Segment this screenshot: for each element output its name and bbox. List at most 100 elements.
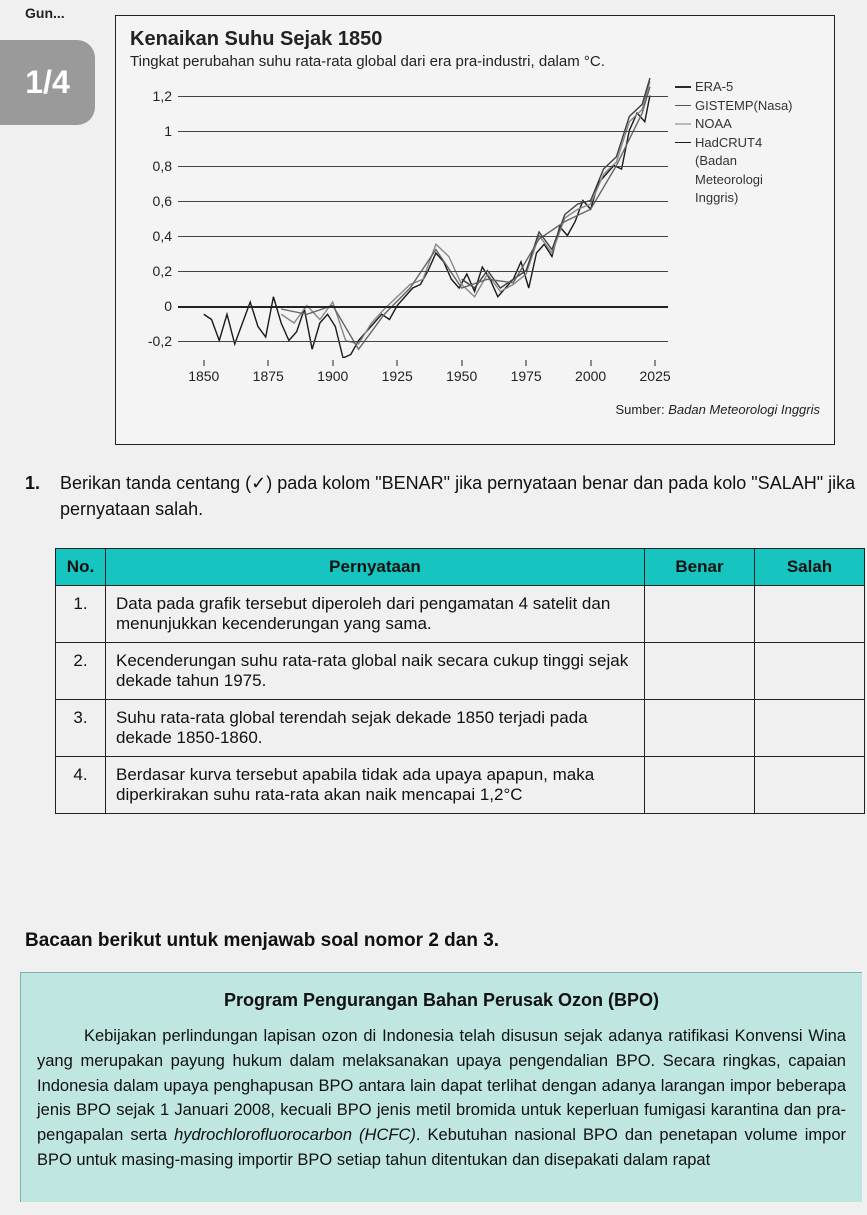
legend-item: GISTEMP(Nasa) bbox=[675, 97, 820, 115]
chart-x-axis: 1850 1875 1900 1925 1950 1975 2000 2025 bbox=[178, 360, 668, 396]
table-row: 1.Data pada grafik tersebut diperoleh da… bbox=[56, 586, 865, 643]
question-1-number: 1. bbox=[25, 470, 55, 496]
statement-cell: Suhu rata-rata global terendah sejak dek… bbox=[106, 700, 645, 757]
gridline bbox=[178, 236, 668, 237]
legend-label: GISTEMP(Nasa) bbox=[695, 98, 793, 113]
x-tick-mark bbox=[397, 360, 398, 366]
chart-source-name: Badan Meteorologi Inggris bbox=[668, 402, 820, 417]
x-tick-mark bbox=[461, 360, 462, 366]
legend-item: NOAA bbox=[675, 115, 820, 133]
gridline bbox=[178, 201, 668, 202]
row-number: 1. bbox=[56, 586, 106, 643]
y-tick-label: 1 bbox=[164, 123, 172, 139]
y-tick-label: 0,4 bbox=[153, 228, 172, 244]
salah-cell[interactable] bbox=[755, 757, 865, 814]
y-tick-label: 0,8 bbox=[153, 158, 172, 174]
row-number: 3. bbox=[56, 700, 106, 757]
legend-swatch bbox=[675, 142, 691, 144]
x-tick-mark bbox=[268, 360, 269, 366]
x-tick-label: 1875 bbox=[253, 368, 284, 384]
gridline bbox=[178, 131, 668, 132]
benar-cell[interactable] bbox=[645, 757, 755, 814]
statement-cell: Berdasar kurva tersebut apabila tidak ad… bbox=[106, 757, 645, 814]
passage-indent bbox=[37, 1027, 84, 1045]
chart-y-axis: -0,2 0 0,2 0,4 0,6 0,8 1 1,2 bbox=[130, 78, 176, 358]
x-tick-mark bbox=[203, 360, 204, 366]
chart-source-prefix: Sumber: bbox=[615, 402, 668, 417]
x-tick-label: 2000 bbox=[575, 368, 606, 384]
x-tick-label: 1850 bbox=[188, 368, 219, 384]
legend-swatch bbox=[675, 123, 691, 125]
table-header-cell: Benar bbox=[645, 549, 755, 586]
gridline bbox=[178, 306, 668, 308]
row-number: 2. bbox=[56, 643, 106, 700]
cutoff-heading: Gun... bbox=[25, 5, 65, 21]
benar-cell[interactable] bbox=[645, 643, 755, 700]
y-tick-label: -0,2 bbox=[148, 333, 172, 349]
legend-label: HadCRUT4 bbox=[695, 135, 762, 150]
temperature-chart-panel: Kenaikan Suhu Sejak 1850 Tingkat perubah… bbox=[115, 15, 835, 445]
legend-item: Meteorologi bbox=[675, 171, 820, 189]
question-1: 1. Berikan tanda centang (✓) pada kolom … bbox=[25, 470, 867, 522]
true-false-table: No.PernyataanBenarSalah 1.Data pada graf… bbox=[55, 548, 865, 814]
legend-label: ERA-5 bbox=[695, 79, 733, 94]
salah-cell[interactable] bbox=[755, 643, 865, 700]
reading-section-label: Bacaan berikut untuk menjawab soal nomor… bbox=[25, 930, 499, 952]
table-header-cell: No. bbox=[56, 549, 106, 586]
reading-passage-box: Program Pengurangan Bahan Perusak Ozon (… bbox=[20, 972, 862, 1202]
statement-cell: Data pada grafik tersebut diperoleh dari… bbox=[106, 586, 645, 643]
benar-cell[interactable] bbox=[645, 700, 755, 757]
row-number: 4. bbox=[56, 757, 106, 814]
y-tick-label: 0 bbox=[164, 298, 172, 314]
table-row: 4.Berdasar kurva tersebut apabila tidak … bbox=[56, 757, 865, 814]
table-header-row: No.PernyataanBenarSalah bbox=[56, 549, 865, 586]
legend-item: ERA-5 bbox=[675, 78, 820, 96]
question-1-text: Berikan tanda centang (✓) pada kolom "BE… bbox=[60, 470, 860, 522]
passage-body: Kebijakan perlindungan lapisan ozon di I… bbox=[37, 1024, 846, 1173]
legend-label: (Badan bbox=[695, 153, 737, 168]
passage-title: Program Pengurangan Bahan Perusak Ozon (… bbox=[37, 987, 846, 1014]
chart-subtitle: Tingkat perubahan suhu rata-rata global … bbox=[130, 53, 820, 70]
series-line bbox=[281, 87, 650, 350]
x-tick-mark bbox=[526, 360, 527, 366]
x-tick-label: 1925 bbox=[382, 368, 413, 384]
legend-label: Meteorologi bbox=[695, 172, 763, 187]
benar-cell[interactable] bbox=[645, 586, 755, 643]
table-row: 2.Kecenderungan suhu rata-rata global na… bbox=[56, 643, 865, 700]
x-tick-mark bbox=[590, 360, 591, 366]
legend-item: Inggris) bbox=[675, 189, 820, 207]
chart-lines-svg bbox=[178, 78, 668, 358]
gridline bbox=[178, 166, 668, 167]
gridline bbox=[178, 341, 668, 342]
y-tick-label: 0,6 bbox=[153, 193, 172, 209]
x-tick-label: 1950 bbox=[446, 368, 477, 384]
legend-label: Inggris) bbox=[695, 190, 738, 205]
table-row: 3.Suhu rata-rata global terendah sejak d… bbox=[56, 700, 865, 757]
series-line bbox=[462, 78, 650, 288]
legend-item: HadCRUT4 bbox=[675, 134, 820, 152]
legend-item: (Badan bbox=[675, 152, 820, 170]
chart-legend: ERA-5 GISTEMP(Nasa) NOAA HadCRUT4 (Badan Mete… bbox=[675, 78, 820, 208]
x-tick-label: 1900 bbox=[317, 368, 348, 384]
x-tick-mark bbox=[332, 360, 333, 366]
salah-cell[interactable] bbox=[755, 586, 865, 643]
y-tick-label: 1,2 bbox=[153, 88, 172, 104]
legend-label: NOAA bbox=[695, 116, 732, 131]
x-tick-label: 1975 bbox=[511, 368, 542, 384]
chart-source: Sumber: Badan Meteorologi Inggris bbox=[130, 402, 820, 417]
chart-title: Kenaikan Suhu Sejak 1850 bbox=[130, 28, 820, 51]
y-tick-label: 0,2 bbox=[153, 263, 172, 279]
salah-cell[interactable] bbox=[755, 700, 865, 757]
table-header-cell: Pernyataan bbox=[106, 549, 645, 586]
x-tick-label: 2025 bbox=[640, 368, 671, 384]
chart-plot-area: -0,2 0 0,2 0,4 0,6 0,8 1 1,2 1850 1875 1900 1925 19… bbox=[130, 78, 820, 398]
legend-swatch bbox=[675, 86, 691, 88]
table-header-cell: Salah bbox=[755, 549, 865, 586]
legend-swatch bbox=[675, 105, 691, 107]
page-indicator-badge: 1/4 bbox=[0, 40, 95, 125]
gridline bbox=[178, 271, 668, 272]
x-tick-mark bbox=[655, 360, 656, 366]
chart-plot bbox=[178, 78, 668, 358]
gridline bbox=[178, 96, 668, 97]
statement-cell: Kecenderungan suhu rata-rata global naik… bbox=[106, 643, 645, 700]
